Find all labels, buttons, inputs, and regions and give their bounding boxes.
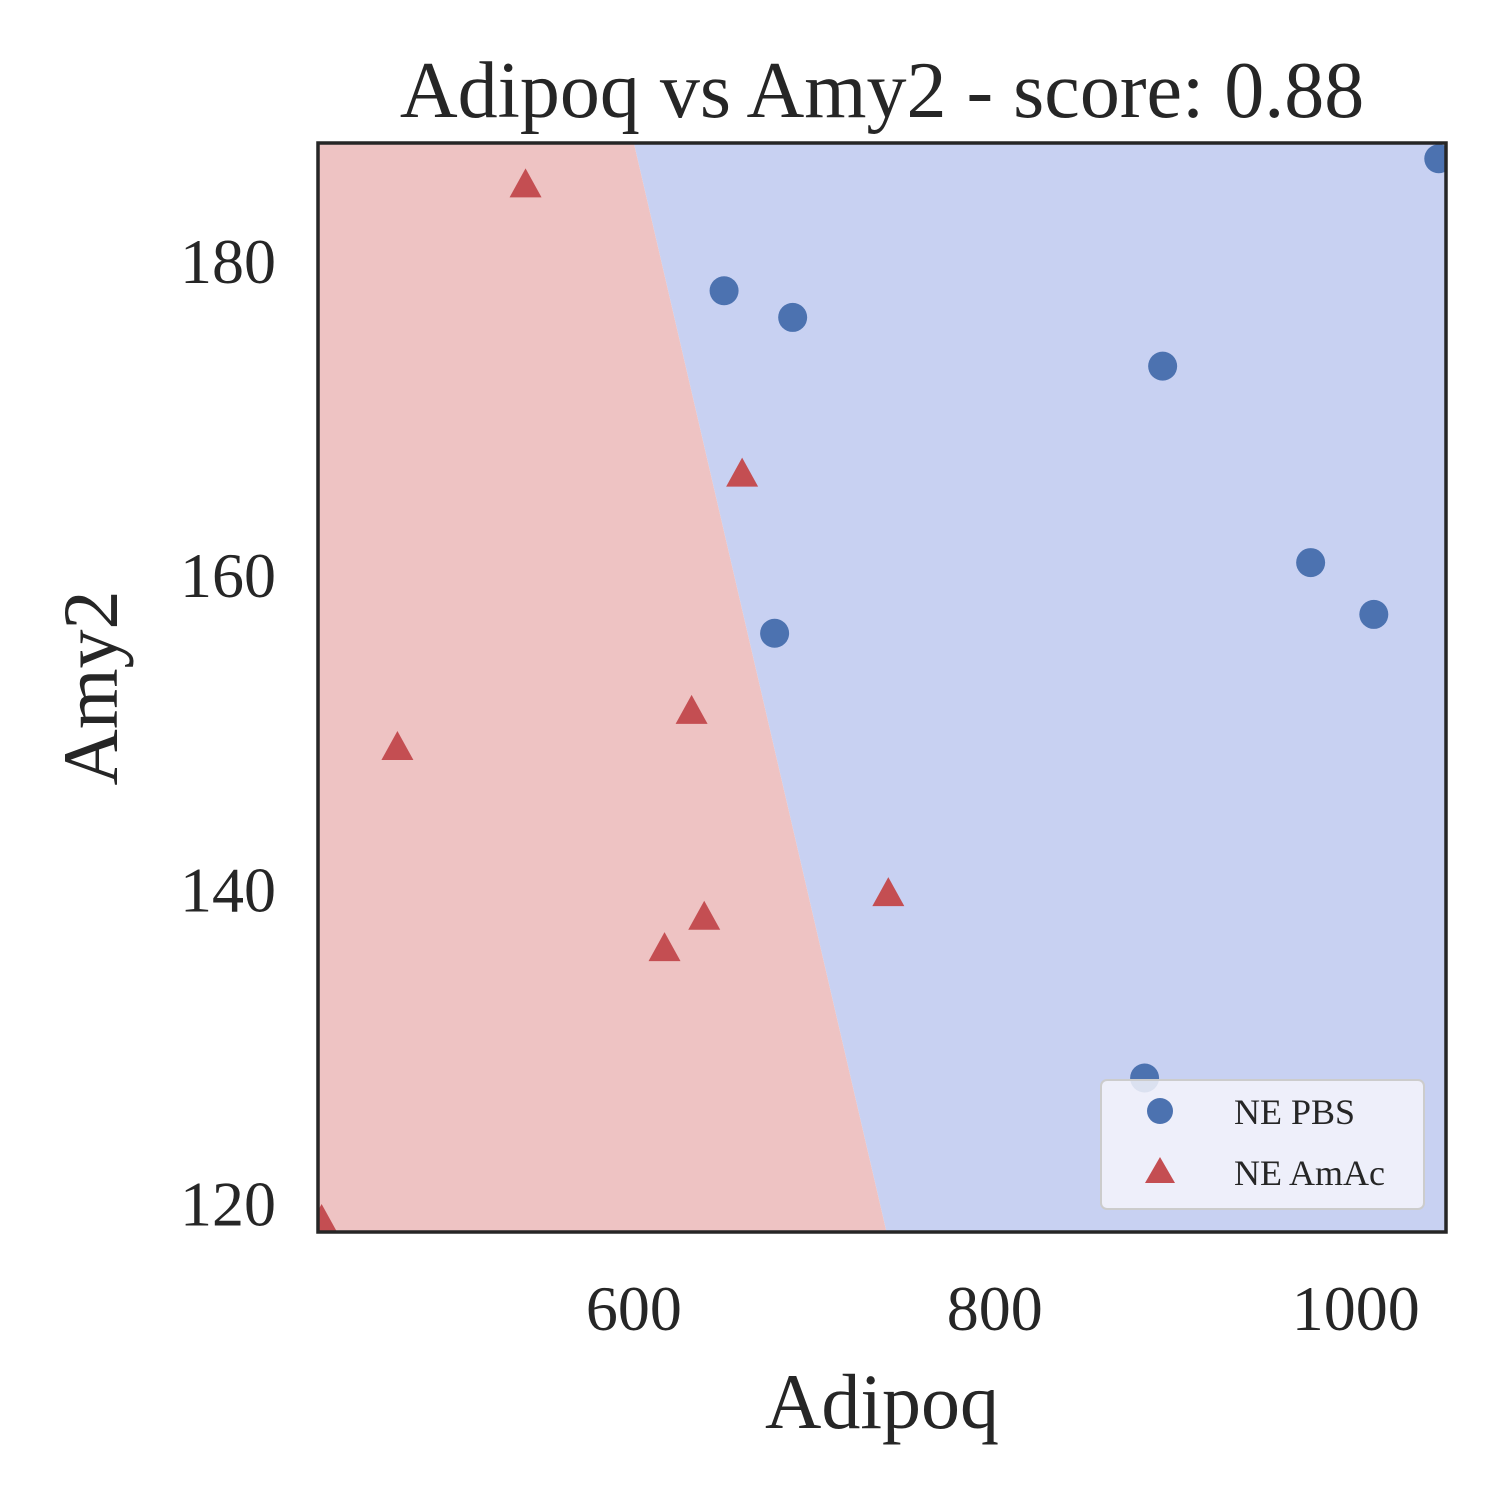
point-ne-amac-6 bbox=[688, 900, 721, 930]
plot-area bbox=[318, 143, 1446, 1232]
point-ne-amac-8 bbox=[318, 1204, 338, 1232]
y-tick-label-140: 140 bbox=[180, 854, 276, 925]
point-ne-amac-5 bbox=[872, 877, 905, 907]
y-tick-label-180: 180 bbox=[180, 226, 276, 297]
y-axis-label: Amy2 bbox=[47, 591, 134, 786]
point-ne-amac-7 bbox=[648, 932, 681, 962]
legend-ne-pbs-marker bbox=[1147, 1098, 1173, 1124]
chart-title: Adipoq vs Amy2 - score: 0.88 bbox=[400, 47, 1364, 135]
x-tick-label-800: 800 bbox=[947, 1273, 1043, 1344]
x-tick-label-600: 600 bbox=[586, 1273, 682, 1344]
y-axis-ticks: 120 140 160 180 bbox=[180, 226, 276, 1240]
legend-box bbox=[1100, 1079, 1425, 1210]
point-ne-pbs-5 bbox=[1359, 599, 1389, 629]
y-tick-label-120: 120 bbox=[180, 1169, 276, 1240]
y-tick-label-160: 160 bbox=[180, 540, 276, 611]
x-axis-ticks: 600 800 1000 bbox=[586, 1273, 1420, 1344]
point-ne-pbs-3 bbox=[1148, 351, 1178, 381]
point-ne-pbs-4 bbox=[1296, 548, 1326, 578]
region-ne-pbs bbox=[633, 143, 1446, 1232]
point-ne-pbs-1 bbox=[709, 276, 739, 306]
x-axis-label: Adipoq bbox=[765, 1358, 999, 1445]
legend-ne-pbs-label: NE PBS bbox=[1234, 1092, 1355, 1132]
data-points bbox=[318, 144, 1446, 1232]
point-ne-pbs-8 bbox=[1424, 144, 1446, 174]
point-ne-amac-2 bbox=[726, 457, 759, 487]
point-ne-amac-4 bbox=[381, 731, 414, 760]
legend: NE PBS NE AmAc bbox=[1100, 1079, 1425, 1210]
point-ne-amac-1 bbox=[509, 168, 542, 198]
legend-ne-amac-label: NE AmAc bbox=[1234, 1153, 1385, 1193]
point-ne-amac-3 bbox=[675, 694, 708, 724]
region-ne-amac bbox=[318, 143, 887, 1232]
plot-frame bbox=[316, 141, 1448, 1234]
point-ne-pbs-2 bbox=[778, 302, 808, 332]
point-ne-pbs-6 bbox=[760, 618, 790, 648]
legend-ne-amac-marker bbox=[1145, 1157, 1175, 1183]
x-tick-label-1000: 1000 bbox=[1292, 1273, 1420, 1344]
